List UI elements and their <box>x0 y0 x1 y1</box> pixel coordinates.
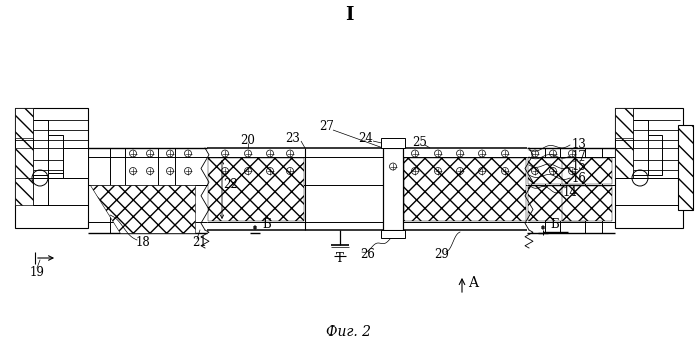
Bar <box>678 125 693 210</box>
Text: 14: 14 <box>563 185 578 198</box>
Text: A: A <box>468 276 478 290</box>
Text: 26: 26 <box>361 248 376 261</box>
Bar <box>15 148 33 178</box>
Polygon shape <box>90 185 195 233</box>
Text: 16: 16 <box>572 172 587 184</box>
Text: 24: 24 <box>359 131 373 144</box>
Bar <box>633 120 648 175</box>
Text: 27: 27 <box>320 119 334 132</box>
Bar <box>615 108 683 228</box>
Text: 18: 18 <box>135 237 150 249</box>
Text: 19: 19 <box>29 266 45 279</box>
Text: 17: 17 <box>572 150 587 162</box>
Bar <box>648 135 662 175</box>
Bar <box>63 148 88 178</box>
Bar <box>615 148 633 178</box>
Bar <box>208 158 304 221</box>
Text: Б: Б <box>262 218 271 232</box>
Bar <box>562 186 612 221</box>
Text: 21: 21 <box>193 236 207 248</box>
Bar <box>562 158 612 184</box>
Bar <box>528 158 586 184</box>
Bar <box>383 148 403 230</box>
Text: 22: 22 <box>223 179 238 192</box>
Text: 29: 29 <box>435 248 450 261</box>
Bar <box>48 135 63 173</box>
Bar <box>15 108 88 228</box>
Bar <box>15 108 33 138</box>
Bar <box>404 158 526 221</box>
Text: 23: 23 <box>285 131 300 144</box>
Text: 13: 13 <box>572 139 587 151</box>
Bar <box>381 230 405 238</box>
Text: Фиг. 2: Фиг. 2 <box>327 325 371 339</box>
Bar <box>615 108 633 138</box>
Text: I: I <box>345 6 353 24</box>
Text: 25: 25 <box>413 136 427 149</box>
Bar <box>15 178 33 205</box>
Text: 15: 15 <box>572 161 587 173</box>
Bar <box>381 138 405 148</box>
Bar <box>528 186 586 221</box>
Bar <box>33 120 48 175</box>
Bar <box>15 108 33 178</box>
Bar <box>615 108 633 178</box>
Text: 20: 20 <box>241 133 255 147</box>
Text: Б: Б <box>550 218 559 232</box>
Bar <box>33 175 48 205</box>
Text: T: T <box>336 252 344 265</box>
